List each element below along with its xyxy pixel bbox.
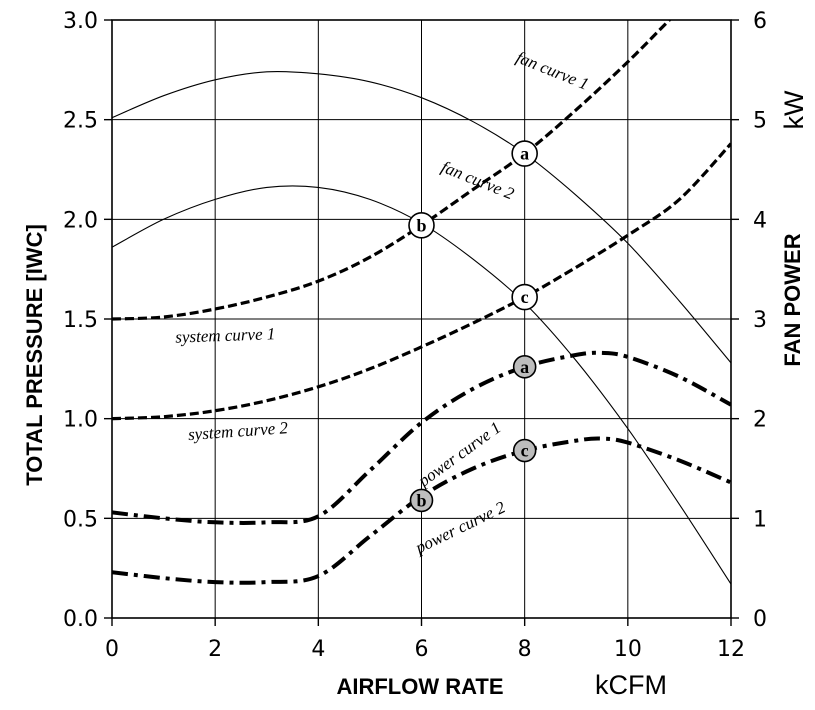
system-curve-2-line (112, 142, 731, 421)
fan-curve-1-line (112, 70, 731, 364)
point-label: c (521, 441, 529, 461)
x-tick-label: 12 (717, 637, 745, 662)
y-axis-title: TOTAL PRESSURE [IWC] (22, 224, 47, 486)
operating-point-b-power: b (409, 488, 434, 513)
y2-tick-label: 0 (753, 607, 767, 632)
y-tick-label: 0.0 (63, 607, 98, 632)
point-label: a (520, 144, 529, 164)
y-tick-label: 2.0 (63, 208, 98, 233)
fan-curve-2-label: fan curve 2 (439, 157, 517, 203)
y-tick-label: 0.5 (63, 507, 98, 532)
y-tick-label: 3.0 (63, 9, 98, 34)
y-tick-label: 2.5 (63, 109, 98, 134)
y2-axis-title: FAN POWER (780, 233, 805, 366)
operating-point-c-pressure: c (511, 283, 538, 311)
fan-curve-1-label: fan curve 1 (514, 48, 592, 94)
power-curve-2-line (112, 436, 731, 585)
y2-tick-label: 3 (753, 308, 767, 333)
point-label: c (521, 287, 529, 307)
curves (112, 20, 731, 585)
power-curve-1-label: power curve 1 (414, 418, 505, 491)
point-label: b (416, 490, 426, 510)
y2-tick-label: 2 (753, 408, 767, 433)
operating-point-a-power: a (512, 355, 537, 379)
operating-point-a-pressure: a (511, 140, 538, 167)
point-marker (511, 140, 538, 167)
y2-tick-label: 1 (753, 507, 767, 532)
y-tick-label: 1.0 (63, 408, 98, 433)
system-curve-2-label: system curve 2 (187, 418, 289, 444)
y2-tick-label: 4 (753, 208, 767, 233)
grid-lines (111, 19, 732, 619)
point-marker (512, 355, 537, 379)
y2-tick-label: 6 (753, 9, 767, 34)
power-curve-1-line (112, 350, 731, 525)
x-tick-label: 10 (614, 637, 642, 662)
operating-points: a b c a b c (408, 140, 538, 513)
y2-tick-label: 5 (753, 109, 767, 134)
x-tick-label: 4 (311, 637, 325, 662)
point-label: b (416, 215, 426, 235)
point-marker (511, 283, 538, 311)
operating-point-c-power: c (512, 438, 537, 463)
y-tick-label: 1.5 (63, 308, 98, 333)
x-axis-unit: kCFM (595, 670, 667, 700)
x-tick-label: 0 (105, 637, 119, 662)
x-tick-label: 8 (518, 637, 532, 662)
x-tick-label: 2 (208, 637, 222, 662)
operating-point-b-pressure: b (408, 212, 435, 239)
system-curve-1-label: system curve 1 (175, 324, 276, 346)
point-marker (408, 212, 435, 239)
x-axis-title: AIRFLOW RATE (336, 674, 503, 699)
fan-curve-2-line (112, 185, 731, 585)
x-tick-label: 6 (415, 637, 429, 662)
point-marker (409, 488, 434, 513)
point-marker (512, 438, 537, 463)
y2-axis-unit: kW (779, 90, 809, 130)
point-label: a (520, 357, 529, 377)
